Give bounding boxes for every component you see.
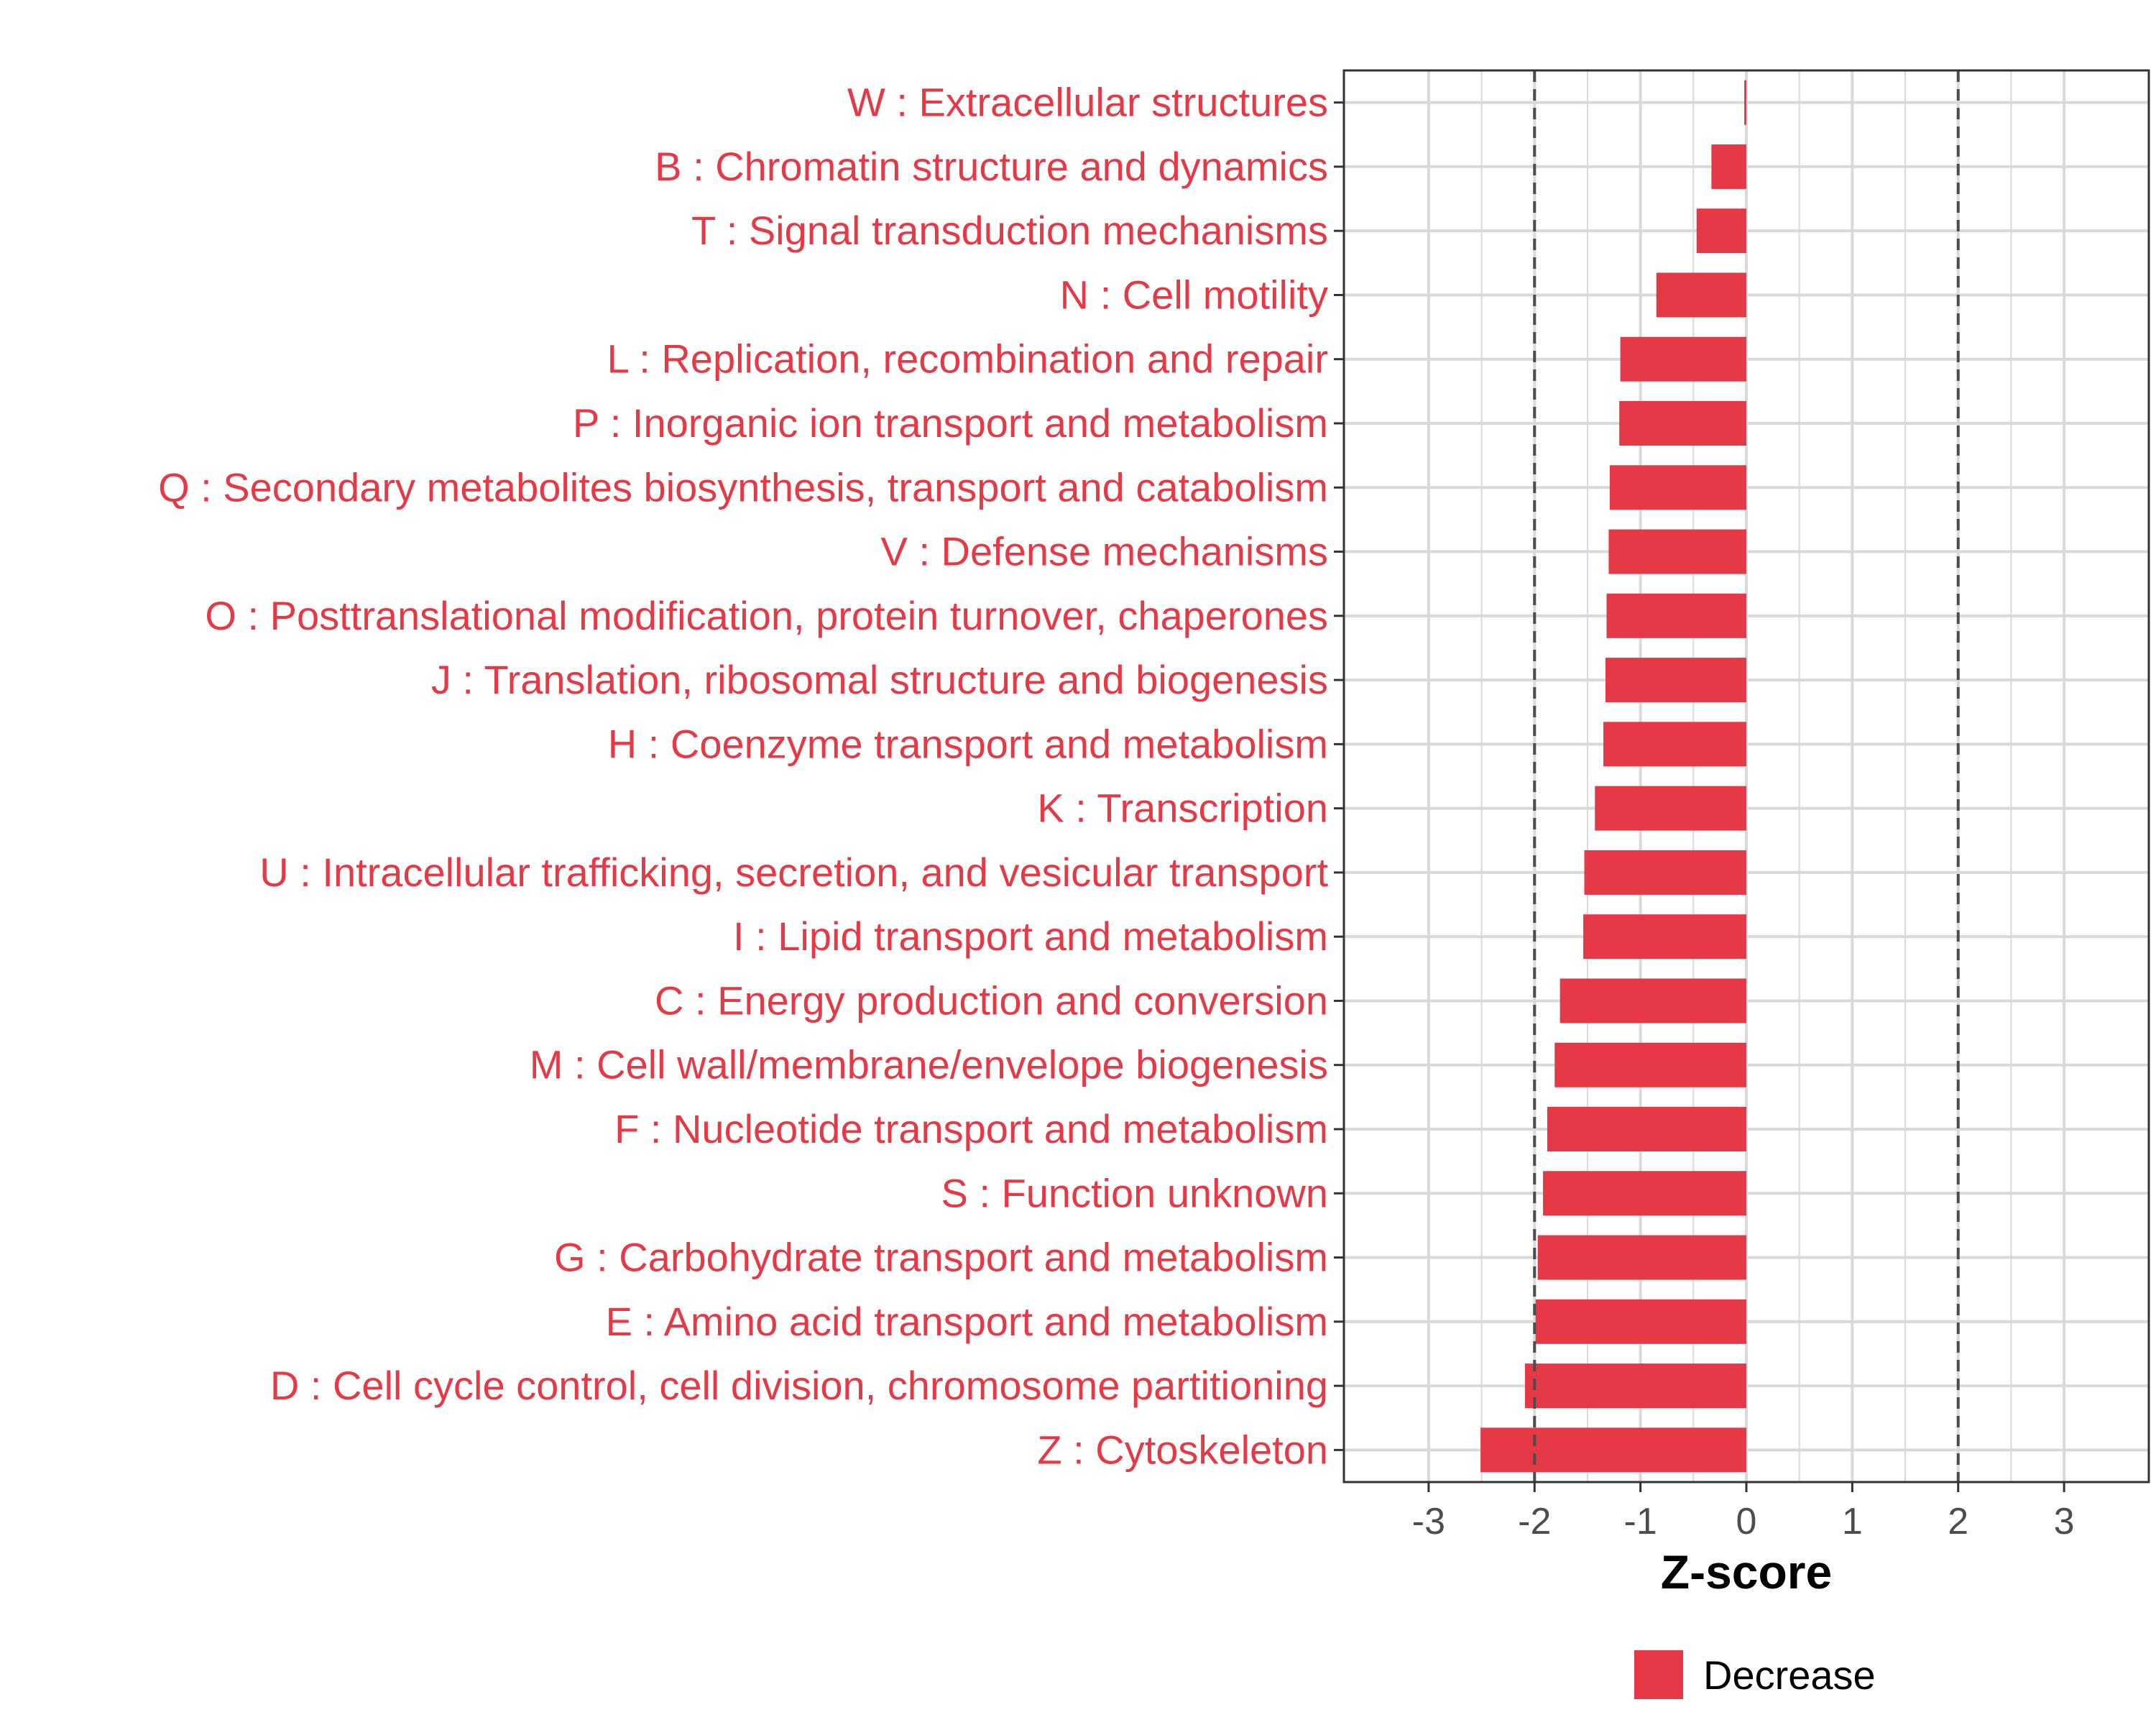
reference-lines (1533, 70, 1960, 1482)
x-tick-label: -1 (1624, 1501, 1657, 1542)
y-tick-label: T : Signal transduction mechanisms (691, 208, 1328, 253)
y-tick-label: L : Replication, recombination and repai… (607, 336, 1328, 382)
bar (1560, 978, 1746, 1024)
bar (1619, 401, 1746, 446)
y-tick-label: K : Transcription (1037, 786, 1328, 831)
y-tick-label: J : Translation, ribosomal structure and… (431, 657, 1328, 702)
bar (1711, 144, 1746, 189)
y-tick-label: N : Cell motility (1060, 272, 1328, 317)
x-tick-label: -2 (1518, 1501, 1551, 1542)
bar (1656, 272, 1746, 318)
y-tick-label: D : Cell cycle control, cell division, c… (270, 1363, 1328, 1408)
y-tick-label: S : Function unknown (941, 1170, 1328, 1215)
y-tick-label: U : Intracellular trafficking, secretion… (259, 850, 1328, 895)
x-tick-label: 3 (2054, 1501, 2075, 1542)
bar (1595, 786, 1746, 831)
bar (1608, 529, 1746, 574)
bar (1554, 1042, 1746, 1087)
y-tick-label: H : Coenzyme transport and metabolism (608, 721, 1328, 766)
y-tick-label: B : Chromatin structure and dynamics (655, 144, 1328, 189)
y-tick-label: W : Extracellular structures (847, 80, 1328, 125)
x-tick-label: 2 (1948, 1501, 1968, 1542)
y-tick-label: G : Carbohydrate transport and metabolis… (554, 1235, 1328, 1280)
y-tick-label: E : Amino acid transport and metabolism (606, 1299, 1328, 1344)
bar (1547, 1107, 1746, 1151)
bar (1584, 850, 1746, 895)
x-tick-label: -3 (1412, 1501, 1445, 1542)
bar (1696, 208, 1746, 254)
bar (1609, 465, 1746, 510)
y-tick-label: C : Energy production and conversion (655, 978, 1328, 1023)
y-tick-label: I : Lipid transport and metabolism (733, 914, 1328, 959)
bar (1480, 1427, 1746, 1473)
bar (1606, 658, 1746, 703)
x-tick-label: 0 (1736, 1501, 1757, 1542)
bar (1606, 593, 1746, 638)
bar (1603, 722, 1746, 767)
bars (1480, 80, 1747, 1473)
bar (1744, 80, 1747, 125)
y-tick-label: Z : Cytoskeleton (1037, 1427, 1328, 1472)
bar (1543, 1171, 1746, 1216)
bar (1525, 1363, 1746, 1409)
x-tick-label: 1 (1842, 1501, 1863, 1542)
y-tick-label: F : Nucleotide transport and metabolism (614, 1106, 1328, 1151)
y-tick-label: V : Defense mechanisms (881, 529, 1328, 574)
y-tick-label: O : Posttranslational modification, prot… (205, 593, 1328, 638)
bar (1535, 1299, 1746, 1344)
bar (1583, 914, 1746, 960)
x-axis: -3 -2 -1 0 1 2 3 (1412, 1482, 2075, 1542)
bar (1537, 1235, 1746, 1280)
legend-label-decrease: Decrease (1703, 1652, 1876, 1698)
y-tick-label: P : Inorganic ion transport and metaboli… (573, 400, 1328, 446)
bar (1620, 336, 1746, 382)
legend-swatch-decrease (1634, 1650, 1683, 1699)
y-tick-label: M : Cell wall/membrane/envelope biogenes… (530, 1042, 1328, 1087)
legend: Decrease (1634, 1650, 1876, 1699)
y-axis: W : Extracellular structures B : Chromati… (158, 80, 1344, 1472)
x-axis-title: Z-score (1661, 1545, 1832, 1598)
y-tick-label: Q : Secondary metabolites biosynthesis, … (158, 464, 1328, 510)
